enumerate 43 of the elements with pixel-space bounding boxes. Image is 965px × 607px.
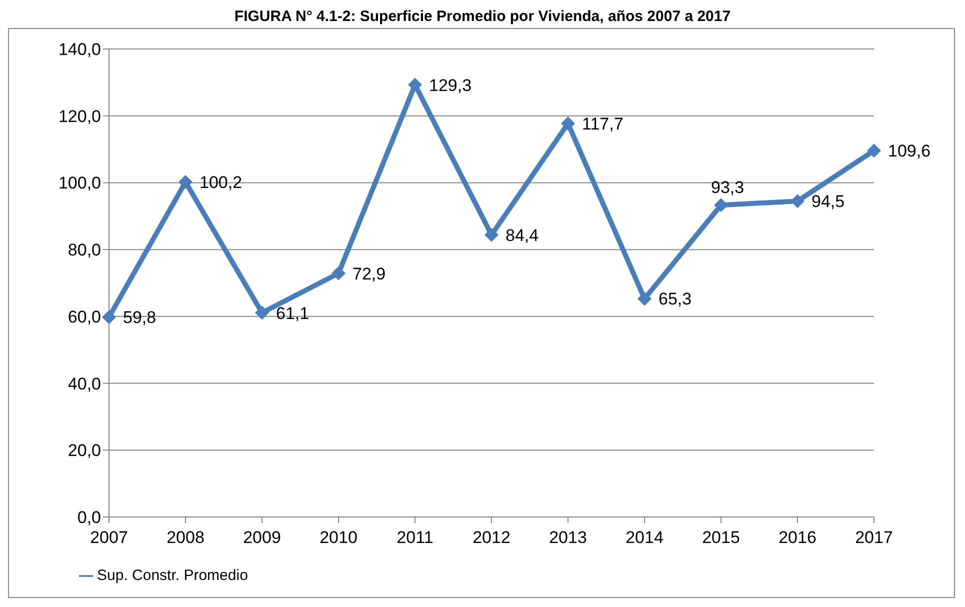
data-label: 65,3 (658, 290, 692, 309)
x-tick-label: 2008 (166, 528, 204, 548)
point (102, 310, 116, 324)
data-label: 72,9 (352, 264, 386, 284)
point (714, 198, 728, 212)
y-tick-label: 60,0 (68, 307, 101, 326)
point (332, 266, 346, 280)
x-tick-label: 2017 (855, 528, 893, 548)
y-tick-label: 20,0 (68, 441, 101, 460)
legend-label: Sup. Constr. Promedio (97, 567, 248, 584)
data-label: 61,1 (276, 304, 310, 323)
data-label: 109,6 (888, 142, 931, 161)
data-label: 59,8 (123, 308, 156, 328)
x-tick-label: 2013 (549, 528, 587, 548)
data-label: 93,3 (711, 178, 744, 198)
chart-title: FIGURA N° 4.1-2: Superficie Promedio por Vivienda, años 2007 a 2017 (233, 8, 732, 27)
point (638, 292, 652, 306)
data-label: 117,7 (582, 114, 624, 134)
data-label: 84,4 (506, 226, 539, 245)
x-tick-label: 2012 (472, 528, 510, 548)
y-tick-label: 0,0 (77, 508, 101, 528)
data-label: 100,2 (200, 173, 242, 192)
point (255, 306, 269, 320)
point (484, 228, 498, 242)
point (790, 194, 804, 208)
y-tick-label: 100,0 (58, 174, 101, 193)
x-tick-label: 2016 (778, 528, 816, 548)
data-label: 129,3 (429, 76, 472, 95)
x-tick-label: 2015 (702, 528, 740, 548)
x-tick-label: 2010 (320, 528, 358, 548)
x-tick-label: 2009 (243, 528, 281, 548)
data-label: 94,5 (812, 192, 845, 212)
x-tick-label: 2007 (90, 528, 128, 548)
point (408, 78, 422, 92)
y-tick-label: 120,0 (58, 106, 101, 126)
y-tick-label: 80,0 (68, 240, 101, 260)
x-tick-label: 2011 (396, 528, 434, 548)
y-tick-label: 40,0 (68, 374, 101, 394)
point (867, 144, 881, 158)
point (561, 116, 575, 131)
point (178, 175, 192, 190)
x-tick-label: 2014 (626, 528, 664, 548)
y-tick-label: 140,0 (58, 40, 101, 60)
